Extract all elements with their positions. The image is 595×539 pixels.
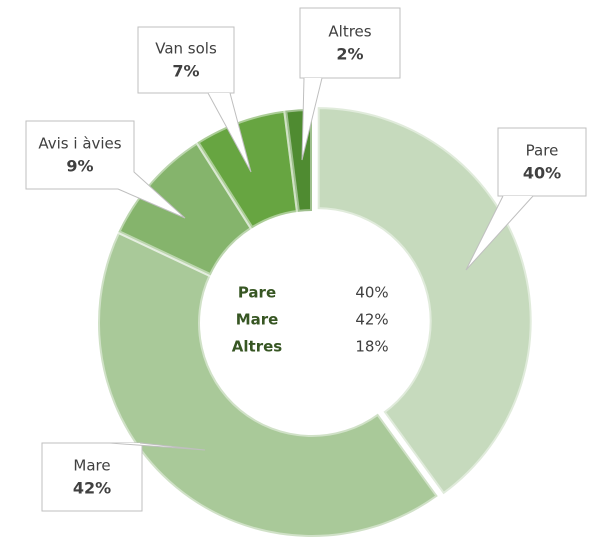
center-label: Mare xyxy=(236,311,279,329)
callout-pointer-edge xyxy=(109,442,206,451)
callout-box xyxy=(25,120,135,190)
callout-label: Van sols xyxy=(155,40,217,58)
callout-label: Altres xyxy=(328,23,371,41)
callout-box xyxy=(41,442,143,512)
callout-label: Avis i àvies xyxy=(38,135,121,153)
callout-label: Pare xyxy=(526,142,559,160)
callout-pointer xyxy=(118,172,185,218)
callout-pointer-edge xyxy=(465,195,534,271)
center-value: 42% xyxy=(355,311,388,329)
donut-slice xyxy=(315,105,534,498)
callout-label: Mare xyxy=(73,457,110,475)
callout-pointer-edge xyxy=(117,171,186,219)
center-label: Pare xyxy=(238,284,276,302)
center-value: 40% xyxy=(355,284,388,302)
callout-pointer-edge xyxy=(301,77,323,161)
donut-slice xyxy=(96,229,441,539)
callout-box xyxy=(497,127,587,197)
center-label: Altres xyxy=(232,338,282,356)
callout-value: 9% xyxy=(66,157,93,176)
callout-value: 40% xyxy=(523,164,561,183)
callout-value: 42% xyxy=(73,479,111,498)
callout-box xyxy=(299,7,401,79)
callout-value: 7% xyxy=(172,62,199,81)
donut-slice xyxy=(194,108,301,232)
center-value: 18% xyxy=(355,338,388,356)
callout-value: 2% xyxy=(336,45,363,64)
callout-box xyxy=(137,26,235,94)
donut-slice xyxy=(115,139,255,278)
callout-pointer-edge xyxy=(207,92,252,173)
